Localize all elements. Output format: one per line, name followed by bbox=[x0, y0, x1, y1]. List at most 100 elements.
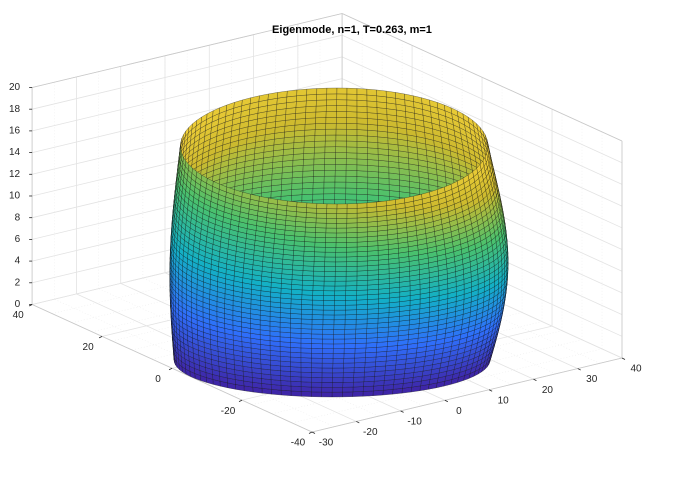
surface-patch bbox=[322, 334, 334, 340]
z-tick-label: 0 bbox=[15, 299, 21, 310]
surface-patch bbox=[336, 218, 348, 224]
surface-patch bbox=[346, 208, 358, 214]
surface-patch bbox=[335, 242, 347, 248]
surface-patch bbox=[332, 348, 345, 354]
surface-patch bbox=[335, 232, 347, 238]
surface-patch bbox=[366, 318, 379, 324]
surface-patch bbox=[277, 90, 288, 99]
z-tick-label: 6 bbox=[15, 234, 21, 245]
surface-patch bbox=[356, 100, 368, 107]
surface-patch bbox=[302, 270, 314, 277]
surface-patch bbox=[366, 112, 378, 120]
surface-patch bbox=[366, 313, 379, 320]
axis-line bbox=[341, 13, 623, 142]
surface-patch bbox=[332, 367, 344, 374]
surface-patch bbox=[305, 222, 317, 228]
surface-patch bbox=[300, 367, 312, 373]
surface-patch bbox=[300, 381, 312, 388]
surface-patch bbox=[315, 232, 327, 238]
x-tick-label: 20 bbox=[542, 385, 554, 396]
surface-patch bbox=[331, 391, 343, 398]
surface-patch bbox=[280, 389, 292, 396]
surface-patch bbox=[324, 266, 336, 272]
surface-patch bbox=[304, 123, 316, 131]
surface-patch bbox=[325, 117, 337, 124]
surface-patch bbox=[335, 152, 347, 159]
y-tick-label: -40 bbox=[291, 438, 306, 449]
tick-mark bbox=[400, 410, 404, 413]
grid-line bbox=[341, 34, 623, 164]
z-tick-label: 14 bbox=[9, 147, 21, 158]
surface-patch bbox=[345, 295, 357, 301]
surface-patch bbox=[293, 250, 305, 257]
surface-patch bbox=[290, 332, 302, 339]
surface-patch bbox=[316, 93, 327, 101]
surface-patch bbox=[356, 294, 368, 301]
surface-patch bbox=[291, 182, 303, 190]
surface-patch bbox=[294, 129, 306, 138]
surface-patch bbox=[343, 348, 356, 354]
surface-patch bbox=[336, 213, 348, 219]
surface-patch bbox=[346, 87, 358, 95]
surface-patch bbox=[301, 188, 314, 195]
surface-patch bbox=[286, 89, 298, 98]
surface-patch bbox=[342, 391, 354, 398]
surface-patch bbox=[367, 284, 379, 291]
surface-patch bbox=[345, 299, 357, 306]
surface-patch bbox=[346, 212, 358, 219]
surface-patch bbox=[302, 265, 315, 272]
surface-patch bbox=[354, 342, 367, 349]
surface-patch bbox=[367, 176, 379, 184]
surface-patch bbox=[304, 129, 316, 137]
surface-patch bbox=[322, 324, 335, 330]
surface-patch bbox=[303, 246, 315, 252]
surface-patch bbox=[385, 90, 396, 99]
surface-patch bbox=[356, 299, 368, 306]
surface-patch bbox=[355, 328, 367, 335]
surface-patch bbox=[302, 275, 314, 281]
surface-patch bbox=[324, 170, 336, 177]
surface-patch bbox=[376, 89, 387, 98]
surface-patch bbox=[346, 217, 358, 224]
surface-patch bbox=[321, 358, 334, 364]
surface-patch bbox=[367, 153, 379, 161]
surface-patch bbox=[300, 323, 313, 330]
y-tick-label: 40 bbox=[13, 310, 25, 321]
surface-patch bbox=[363, 381, 375, 387]
surface-patch bbox=[300, 391, 312, 397]
surface-patch bbox=[304, 231, 316, 238]
surface-patch bbox=[305, 100, 317, 107]
surface-patch bbox=[367, 250, 379, 257]
surface-patch bbox=[336, 223, 347, 229]
x-tick-label: -10 bbox=[407, 416, 422, 427]
surface-patch bbox=[324, 261, 336, 267]
surface-patch bbox=[332, 382, 344, 388]
surface-patch bbox=[315, 123, 327, 130]
surface-patch bbox=[336, 99, 348, 106]
surface-patch bbox=[356, 241, 368, 248]
surface-patch bbox=[324, 251, 336, 258]
surface-patch bbox=[333, 319, 346, 325]
surface-patch bbox=[378, 177, 390, 185]
surface-patch bbox=[345, 285, 358, 291]
surface-patch bbox=[356, 275, 368, 281]
surface-patch bbox=[356, 222, 368, 228]
surface-patch bbox=[290, 361, 302, 368]
surface-patch bbox=[311, 353, 323, 359]
surface-patch bbox=[316, 203, 328, 209]
surface-patch bbox=[373, 380, 385, 387]
surface-patch bbox=[354, 347, 367, 354]
surface-patch bbox=[315, 227, 327, 234]
surface-patch bbox=[366, 88, 377, 97]
surface-patch bbox=[333, 314, 346, 320]
surface-patch bbox=[301, 289, 314, 296]
surface-patch bbox=[344, 314, 357, 320]
surface-patch bbox=[326, 87, 338, 95]
surface-patch bbox=[345, 170, 358, 177]
surface-patch bbox=[346, 93, 358, 101]
surface-patch bbox=[353, 371, 365, 378]
z-tick-label: 8 bbox=[15, 212, 21, 223]
surface-patch bbox=[356, 158, 368, 166]
surface-patch bbox=[372, 389, 384, 396]
